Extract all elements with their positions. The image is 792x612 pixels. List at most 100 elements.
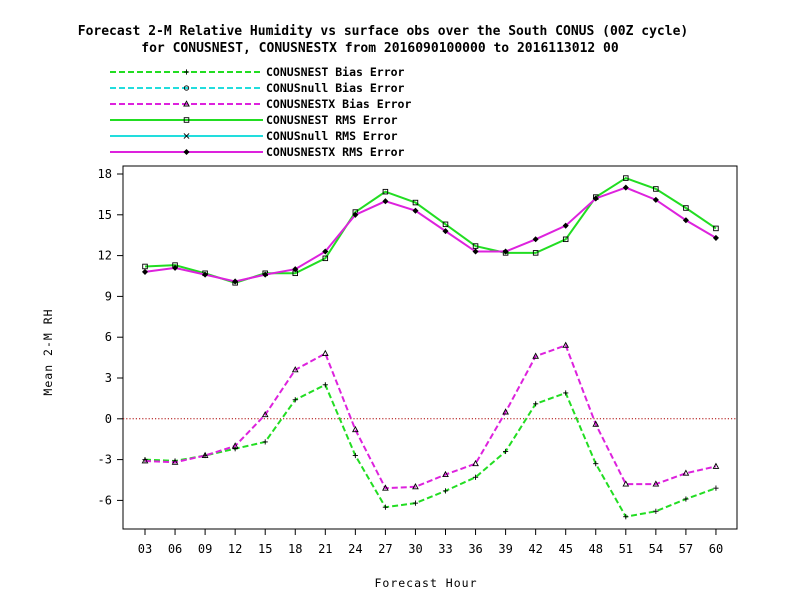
x-tick-label: 60	[709, 542, 723, 556]
legend-entry: CONUSNEST RMS Error	[110, 113, 398, 127]
data-point	[141, 268, 149, 275]
data-point	[532, 352, 540, 359]
data-point	[623, 514, 629, 520]
legend-marker	[183, 117, 190, 123]
data-point	[472, 459, 479, 467]
data-point	[201, 451, 209, 458]
data-point	[412, 500, 419, 506]
y-axis-label: Mean 2-M RH	[41, 308, 55, 395]
y-tick-label: -3	[98, 453, 112, 467]
data-point	[682, 469, 690, 476]
x-tick-label: 06	[168, 542, 182, 556]
data-point	[563, 390, 569, 396]
legend-marker	[183, 133, 190, 139]
data-point	[412, 207, 419, 214]
data-point	[533, 401, 539, 407]
data-point	[562, 341, 570, 348]
legend-marker	[183, 100, 190, 107]
data-point	[712, 234, 719, 241]
y-tick-label: 15	[98, 208, 112, 222]
data-point	[412, 199, 419, 206]
data-point	[322, 248, 329, 255]
data-point	[712, 462, 720, 469]
series-line	[144, 176, 717, 284]
data-point	[683, 205, 689, 211]
x-tick-label: 48	[589, 542, 603, 556]
data-point	[503, 448, 509, 455]
data-point	[652, 196, 659, 203]
legend-marker	[183, 148, 190, 156]
x-tick-label: 09	[198, 542, 212, 556]
plot-frame	[122, 165, 738, 530]
data-point	[592, 195, 599, 202]
data-point	[562, 236, 569, 243]
data-point	[382, 504, 388, 510]
legend-label: CONUSnull Bias Error	[266, 81, 405, 95]
data-point	[683, 496, 689, 502]
legend-entry: CONUSNESTX Bias Error	[110, 97, 411, 111]
x-tick-label: 27	[378, 542, 392, 556]
series-3	[142, 175, 719, 286]
data-point	[622, 480, 630, 487]
y-tick-label: 18	[98, 167, 112, 181]
x-tick-label: 03	[138, 542, 152, 556]
x-tick-label: 21	[318, 542, 332, 556]
data-point	[262, 271, 269, 278]
data-point	[592, 420, 600, 427]
chart-title-line1: Forecast 2-M Relative Humidity vs surfac…	[78, 24, 688, 39]
data-point	[653, 186, 659, 192]
data-point	[382, 484, 389, 491]
data-point	[142, 263, 148, 270]
series-5	[141, 184, 719, 285]
data-point	[532, 250, 539, 256]
legend-entry: CONUSnull RMS Error	[110, 129, 398, 143]
x-tick-label: 54	[649, 542, 663, 556]
data-point	[713, 225, 719, 232]
legend-entry: CONUSNEST Bias Error	[110, 65, 405, 79]
legend-marker	[183, 69, 190, 75]
data-point	[322, 382, 328, 388]
data-point	[141, 457, 149, 464]
data-point	[442, 228, 449, 235]
y-tick-label: 0	[105, 412, 112, 426]
chart-title-line2: for CONUSNEST, CONUSNESTX from 201609010…	[141, 41, 619, 56]
data-point	[442, 221, 449, 228]
data-point	[472, 243, 479, 249]
data-point	[562, 222, 569, 229]
data-point	[351, 425, 359, 433]
x-tick-label: 51	[619, 542, 633, 556]
data-point	[593, 461, 599, 467]
data-point	[202, 271, 209, 278]
legend-label: CONUSNEST Bias Error	[266, 65, 405, 79]
y-tick-label: -6	[98, 493, 112, 507]
data-point	[352, 211, 359, 218]
legend-label: CONUSNESTX Bias Error	[266, 97, 411, 111]
y-tick-label: 6	[105, 330, 112, 344]
x-tick-label: 33	[438, 542, 452, 556]
data-point	[291, 366, 299, 373]
x-tick-label: 24	[348, 542, 362, 556]
data-point	[292, 397, 298, 403]
data-point	[261, 410, 269, 418]
legend-entry: CONUSnull Bias Error	[110, 81, 405, 95]
data-point	[171, 458, 179, 465]
data-point	[652, 480, 660, 487]
legend-marker	[183, 85, 190, 91]
data-point	[532, 236, 539, 243]
x-tick-label: 45	[558, 542, 572, 556]
series-2	[141, 341, 720, 491]
series-0	[142, 382, 719, 520]
data-point	[653, 508, 659, 514]
data-point	[322, 255, 329, 262]
data-point	[232, 278, 239, 285]
data-point	[442, 470, 449, 478]
x-tick-label: 36	[468, 542, 482, 556]
x-tick-label: 57	[679, 542, 693, 556]
data-point	[502, 408, 509, 415]
series-line	[144, 344, 717, 490]
data-point	[472, 474, 479, 480]
data-point	[472, 248, 479, 255]
x-tick-label: 18	[288, 542, 302, 556]
legend-label: CONUSNEST RMS Error	[266, 113, 398, 127]
